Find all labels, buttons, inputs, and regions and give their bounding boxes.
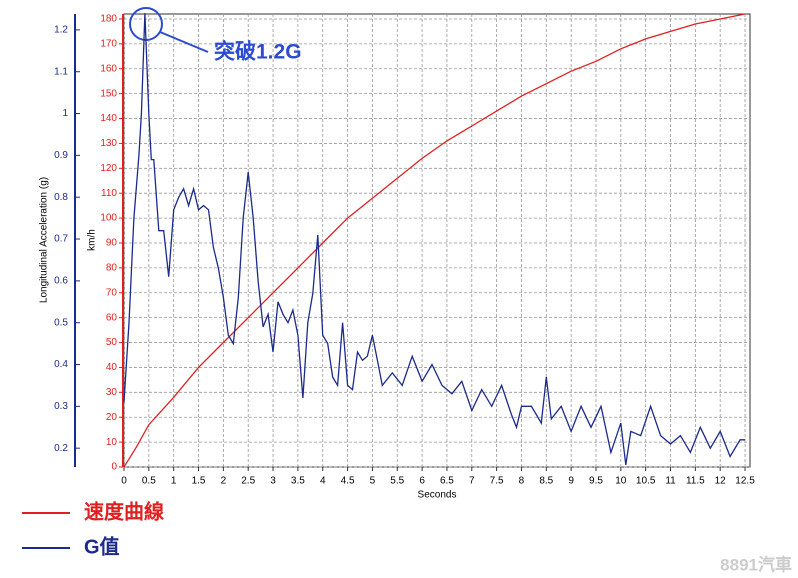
x-tick-label: 10.5 — [636, 476, 656, 487]
x-tick-label: 8.5 — [539, 476, 553, 487]
y-tick-label: 140 — [100, 113, 117, 124]
y2-axis-title: Longitudinal Acceleration (g) — [39, 177, 50, 303]
y2-tick-label: 1.1 — [54, 66, 68, 77]
x-tick-label: 1 — [171, 476, 177, 487]
y-tick-label: 50 — [106, 337, 118, 348]
y2-tick-label: 0.3 — [54, 401, 68, 412]
y-tick-label: 20 — [106, 412, 118, 423]
y-tick-label: 150 — [100, 88, 117, 99]
x-tick-label: 2.5 — [241, 476, 255, 487]
annotation-arrow — [159, 31, 209, 53]
y-tick-label: 130 — [100, 138, 117, 149]
x-tick-label: 7.5 — [490, 476, 504, 487]
x-tick-label: 6 — [419, 476, 425, 487]
y-axis-title: km/h — [87, 229, 98, 251]
y-tick-label: 120 — [100, 163, 117, 174]
x-tick-label: 4.5 — [341, 476, 355, 487]
x-tick-label: 8 — [519, 476, 525, 487]
x-axis-title: Seconds — [418, 490, 457, 501]
y2-tick-label: 0.6 — [54, 276, 68, 287]
y2-tick-label: 0.4 — [54, 359, 68, 370]
watermark: 8891汽車 — [720, 554, 792, 574]
y2-tick-label: 0.9 — [54, 150, 68, 161]
x-tick-label: 7 — [469, 476, 475, 487]
y2-tick-label: 0.7 — [54, 234, 68, 245]
plot-area — [123, 13, 751, 468]
y-tick-label: 70 — [106, 287, 118, 298]
y-tick-label: 110 — [101, 188, 117, 199]
y2-tick-label: 0.2 — [54, 443, 68, 454]
x-tick-label: 6.5 — [440, 476, 454, 487]
x-tick-label: 11 — [665, 476, 676, 487]
y-tick-label: 40 — [106, 362, 118, 373]
series-line — [123, 13, 745, 465]
y-tick-label: 180 — [100, 14, 117, 25]
x-tick-label: 3 — [270, 476, 276, 487]
y-tick-label: 10 — [106, 437, 118, 448]
x-tick-label: 12 — [715, 476, 727, 487]
y2-tick-label: 1 — [62, 108, 68, 119]
y2-tick-label: 0.5 — [54, 317, 68, 328]
x-tick-label: 5 — [370, 476, 376, 487]
y-tick-label: 80 — [106, 263, 118, 274]
y-tick-label: 100 — [100, 213, 117, 224]
legend-label: 速度曲線 — [84, 499, 164, 523]
x-tick-label: 2 — [221, 476, 227, 487]
series-line — [123, 13, 746, 468]
x-tick-label: 11.5 — [686, 476, 705, 487]
y-tick-label: 30 — [106, 387, 118, 398]
y-tick-label: 170 — [100, 39, 117, 50]
legend-label: G值 — [84, 534, 120, 558]
y-tick-label: 90 — [106, 238, 118, 249]
x-tick-label: 10 — [615, 476, 627, 487]
x-tick-label: 3.5 — [291, 476, 305, 487]
x-tick-label: 9.5 — [589, 476, 603, 487]
y-tick-label: 160 — [100, 63, 117, 74]
x-tick-label: 0.5 — [142, 476, 156, 487]
y2-tick-label: 0.8 — [54, 192, 68, 203]
y2-tick-label: 1.2 — [54, 25, 68, 36]
x-tick-label: 0 — [121, 476, 127, 487]
x-tick-label: 9 — [568, 476, 574, 487]
x-tick-label: 4 — [320, 476, 326, 487]
y-tick-label: 0 — [111, 462, 117, 473]
x-tick-label: 5.5 — [390, 476, 404, 487]
annotation: 突破1.2G — [214, 40, 302, 64]
y-tick-label: 60 — [106, 312, 118, 323]
x-tick-label: 1.5 — [192, 476, 206, 487]
x-tick-label: 12.5 — [735, 476, 755, 487]
